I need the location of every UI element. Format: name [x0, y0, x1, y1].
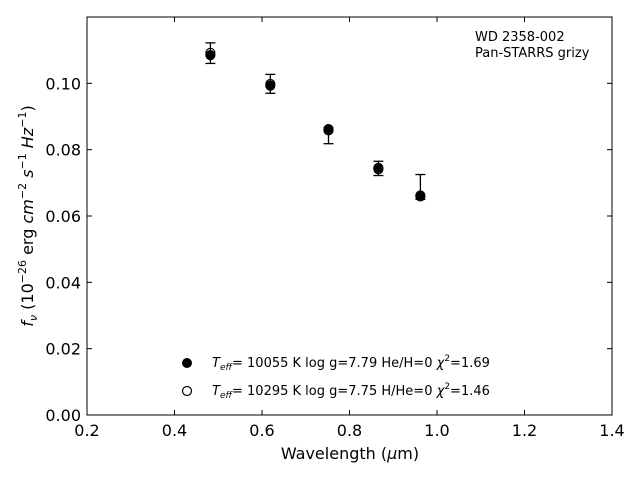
- x-tick-label: 1.4: [599, 421, 624, 440]
- x-tick-label: 1.2: [512, 421, 537, 440]
- y-tick-label: 0.10: [45, 74, 81, 93]
- annotation-line-2: Pan-STARRS grizy: [475, 46, 590, 61]
- axis-ticks: 0.2 0.4 0.6 0.8 1.0 1.2 1.4 0.00 0.02 0.04 0.06 0.0…: [45, 17, 625, 440]
- x-tick-label: 1.0: [424, 421, 449, 440]
- model-point-open: [323, 125, 334, 136]
- x-tick-label: 0.4: [162, 421, 187, 440]
- legend-marker-filled: [182, 358, 192, 368]
- y-axis-label: fν (10−26 erg cm−2 s−1 Hz−1): [16, 105, 40, 326]
- legend-marker-open: [181, 385, 193, 397]
- y-tick-label: 0.04: [45, 273, 81, 292]
- plot-marks: [205, 42, 426, 202]
- y-tick-label: 0.08: [45, 141, 81, 160]
- annotation: WD 2358-002 Pan-STARRS grizy: [475, 30, 590, 61]
- model-point-open: [415, 191, 426, 202]
- model-point-open: [373, 164, 384, 175]
- legend-entry-1: Teff= 10055 K log g=7.79 He/H=0 χ2=1.69: [212, 354, 490, 373]
- x-axis-label: Wavelength (μm): [281, 444, 419, 463]
- legend-entry-2: Teff= 10295 K log g=7.75 H/He=0 χ2=1.46: [212, 382, 490, 401]
- y-tick-label: 0.00: [45, 406, 81, 425]
- y-tick-label: 0.02: [45, 340, 81, 359]
- legend: Teff= 10055 K log g=7.79 He/H=0 χ2=1.69 …: [181, 354, 490, 401]
- x-tick-label: 0.2: [74, 421, 99, 440]
- model-point-open: [205, 47, 216, 58]
- annotation-line-1: WD 2358-002: [475, 30, 565, 45]
- x-tick-label: 0.6: [249, 421, 274, 440]
- model-point-open: [265, 78, 276, 90]
- y-tick-label: 0.06: [45, 207, 81, 226]
- x-tick-label: 0.8: [337, 421, 362, 440]
